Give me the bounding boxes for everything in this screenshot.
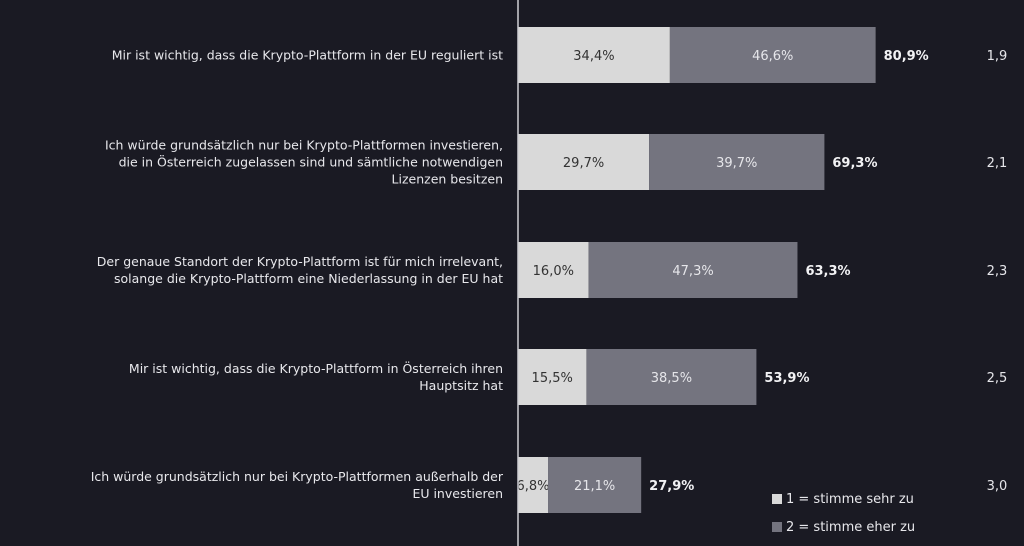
bar-segment	[518, 349, 587, 405]
legend-label: 2 = stimme eher zu	[786, 520, 916, 535]
total-label: 80,9%	[884, 49, 929, 64]
bar-value-label: 38,5%	[651, 371, 692, 386]
mean-label: 2,3	[987, 264, 1008, 279]
bar-value-label: 29,7%	[563, 156, 604, 171]
category-label: Der genaue Standort der Krypto-Plattform…	[96, 254, 503, 286]
mean-label: 3,0	[987, 479, 1008, 494]
bar-value-label: 15,5%	[532, 371, 573, 386]
bar-value-label: 39,7%	[716, 156, 757, 171]
bar-value-label: 16,0%	[533, 264, 574, 279]
bar-value-label: 34,4%	[573, 49, 614, 64]
bar-segment	[518, 242, 589, 298]
bar-segment	[518, 134, 650, 190]
mean-label: 2,5	[987, 371, 1008, 386]
bar-segment	[649, 134, 825, 190]
legend-swatch	[772, 494, 782, 504]
bar-value-label: 6,8%	[516, 479, 549, 494]
bar-segment	[548, 457, 642, 513]
bar-value-label: 46,6%	[752, 49, 793, 64]
category-label: Mir ist wichtig, dass die Krypto-Plattfo…	[128, 361, 503, 393]
bar-value-label: 21,1%	[574, 479, 615, 494]
bar-value-label: 47,3%	[672, 264, 713, 279]
mean-label: 1,9	[987, 49, 1008, 64]
legend-label: 1 = stimme sehr zu	[786, 492, 914, 507]
bar-segment	[518, 27, 670, 83]
legend-item-1: 1 = stimme sehr zu	[772, 492, 914, 507]
bar-segment	[669, 27, 876, 83]
total-label: 63,3%	[805, 264, 850, 279]
legend-item-2: 2 = stimme eher zu	[772, 520, 915, 535]
category-label: Ich würde grundsätzlich nur bei Krypto-P…	[90, 469, 503, 501]
bar-segment	[586, 349, 757, 405]
legend-swatch	[772, 522, 782, 532]
total-label: 69,3%	[832, 156, 877, 171]
total-label: 27,9%	[649, 479, 694, 494]
mean-label: 2,1	[987, 156, 1008, 171]
category-label: Ich würde grundsätzlich nur bei Krypto-P…	[104, 137, 503, 187]
bar-segment	[588, 242, 798, 298]
category-label: Mir ist wichtig, dass die Krypto-Plattfo…	[111, 47, 503, 63]
total-label: 53,9%	[764, 371, 809, 386]
bar-segment	[518, 457, 549, 513]
